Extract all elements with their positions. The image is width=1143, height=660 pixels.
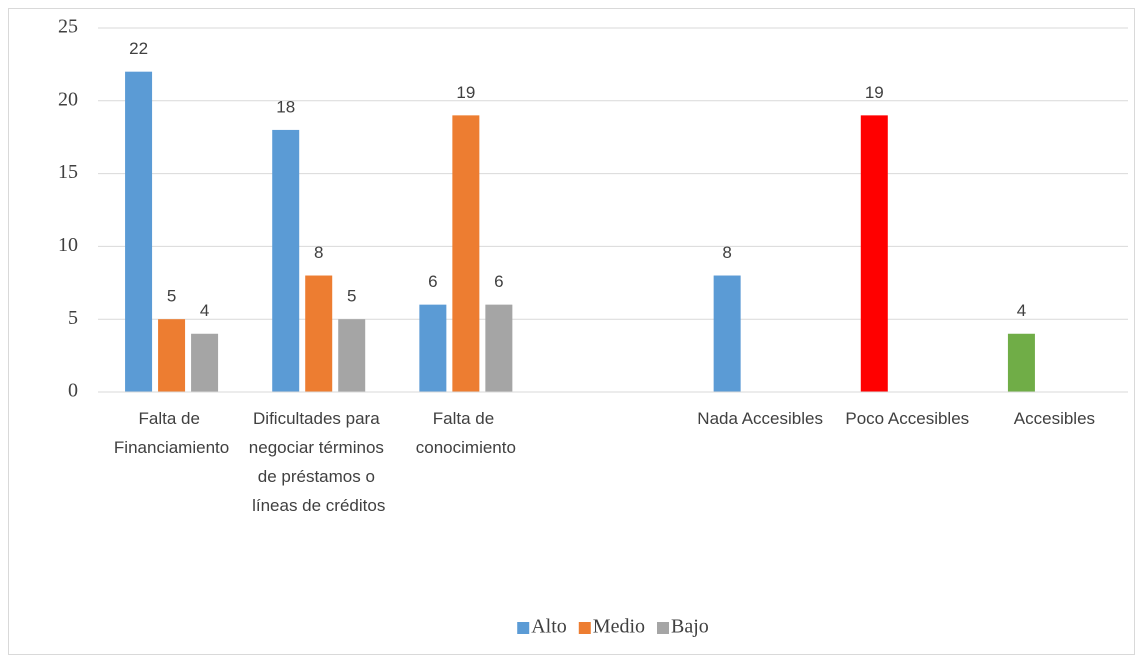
bar xyxy=(713,275,741,392)
data-label: 19 xyxy=(865,83,884,102)
data-label: 5 xyxy=(167,287,176,306)
bar xyxy=(860,115,888,393)
legend-label: Bajo xyxy=(671,616,709,638)
data-label: 4 xyxy=(1017,301,1026,320)
data-label: 5 xyxy=(347,287,356,306)
x-tick-label: Falta de conocimiento xyxy=(416,409,516,457)
chart-border xyxy=(8,8,1135,655)
bar xyxy=(1007,333,1035,392)
bar xyxy=(419,304,447,392)
bar xyxy=(125,71,153,393)
data-label: 6 xyxy=(494,272,503,291)
x-tick-label: Poco Accesibles xyxy=(845,409,969,428)
x-tick-label: Falta de Financiamiento xyxy=(114,409,229,457)
x-tick-label: Accesibles xyxy=(1014,409,1095,428)
x-tick-label: Dificultades para negociar términos de p… xyxy=(249,409,389,515)
x-tick-label: Nada Accesibles xyxy=(697,409,823,428)
y-tick-label: 5 xyxy=(68,307,78,329)
legend: Alto Medio Bajo xyxy=(517,616,709,638)
legend-swatch xyxy=(517,622,530,634)
bar xyxy=(191,333,219,392)
y-tick-label: 10 xyxy=(58,234,78,256)
legend-swatch xyxy=(578,622,591,634)
data-label: 22 xyxy=(129,39,148,58)
data-label: 18 xyxy=(276,97,295,116)
bar xyxy=(272,129,300,393)
data-label: 4 xyxy=(200,301,209,320)
y-tick-label: 15 xyxy=(58,161,78,183)
y-tick-label: 0 xyxy=(68,380,78,402)
bar xyxy=(452,115,480,393)
y-tick-label: 20 xyxy=(58,88,78,110)
data-label: 19 xyxy=(456,83,475,102)
bar xyxy=(338,319,366,392)
legend-label: Alto xyxy=(531,616,567,638)
data-label: 8 xyxy=(314,243,323,262)
legend-swatch xyxy=(657,622,669,634)
bar xyxy=(485,304,513,392)
data-label: 6 xyxy=(428,272,437,291)
y-tick-label: 25 xyxy=(58,16,78,38)
bar xyxy=(158,319,186,392)
data-label: 8 xyxy=(722,243,731,262)
legend-label: Medio xyxy=(593,616,645,638)
bar xyxy=(305,275,333,392)
